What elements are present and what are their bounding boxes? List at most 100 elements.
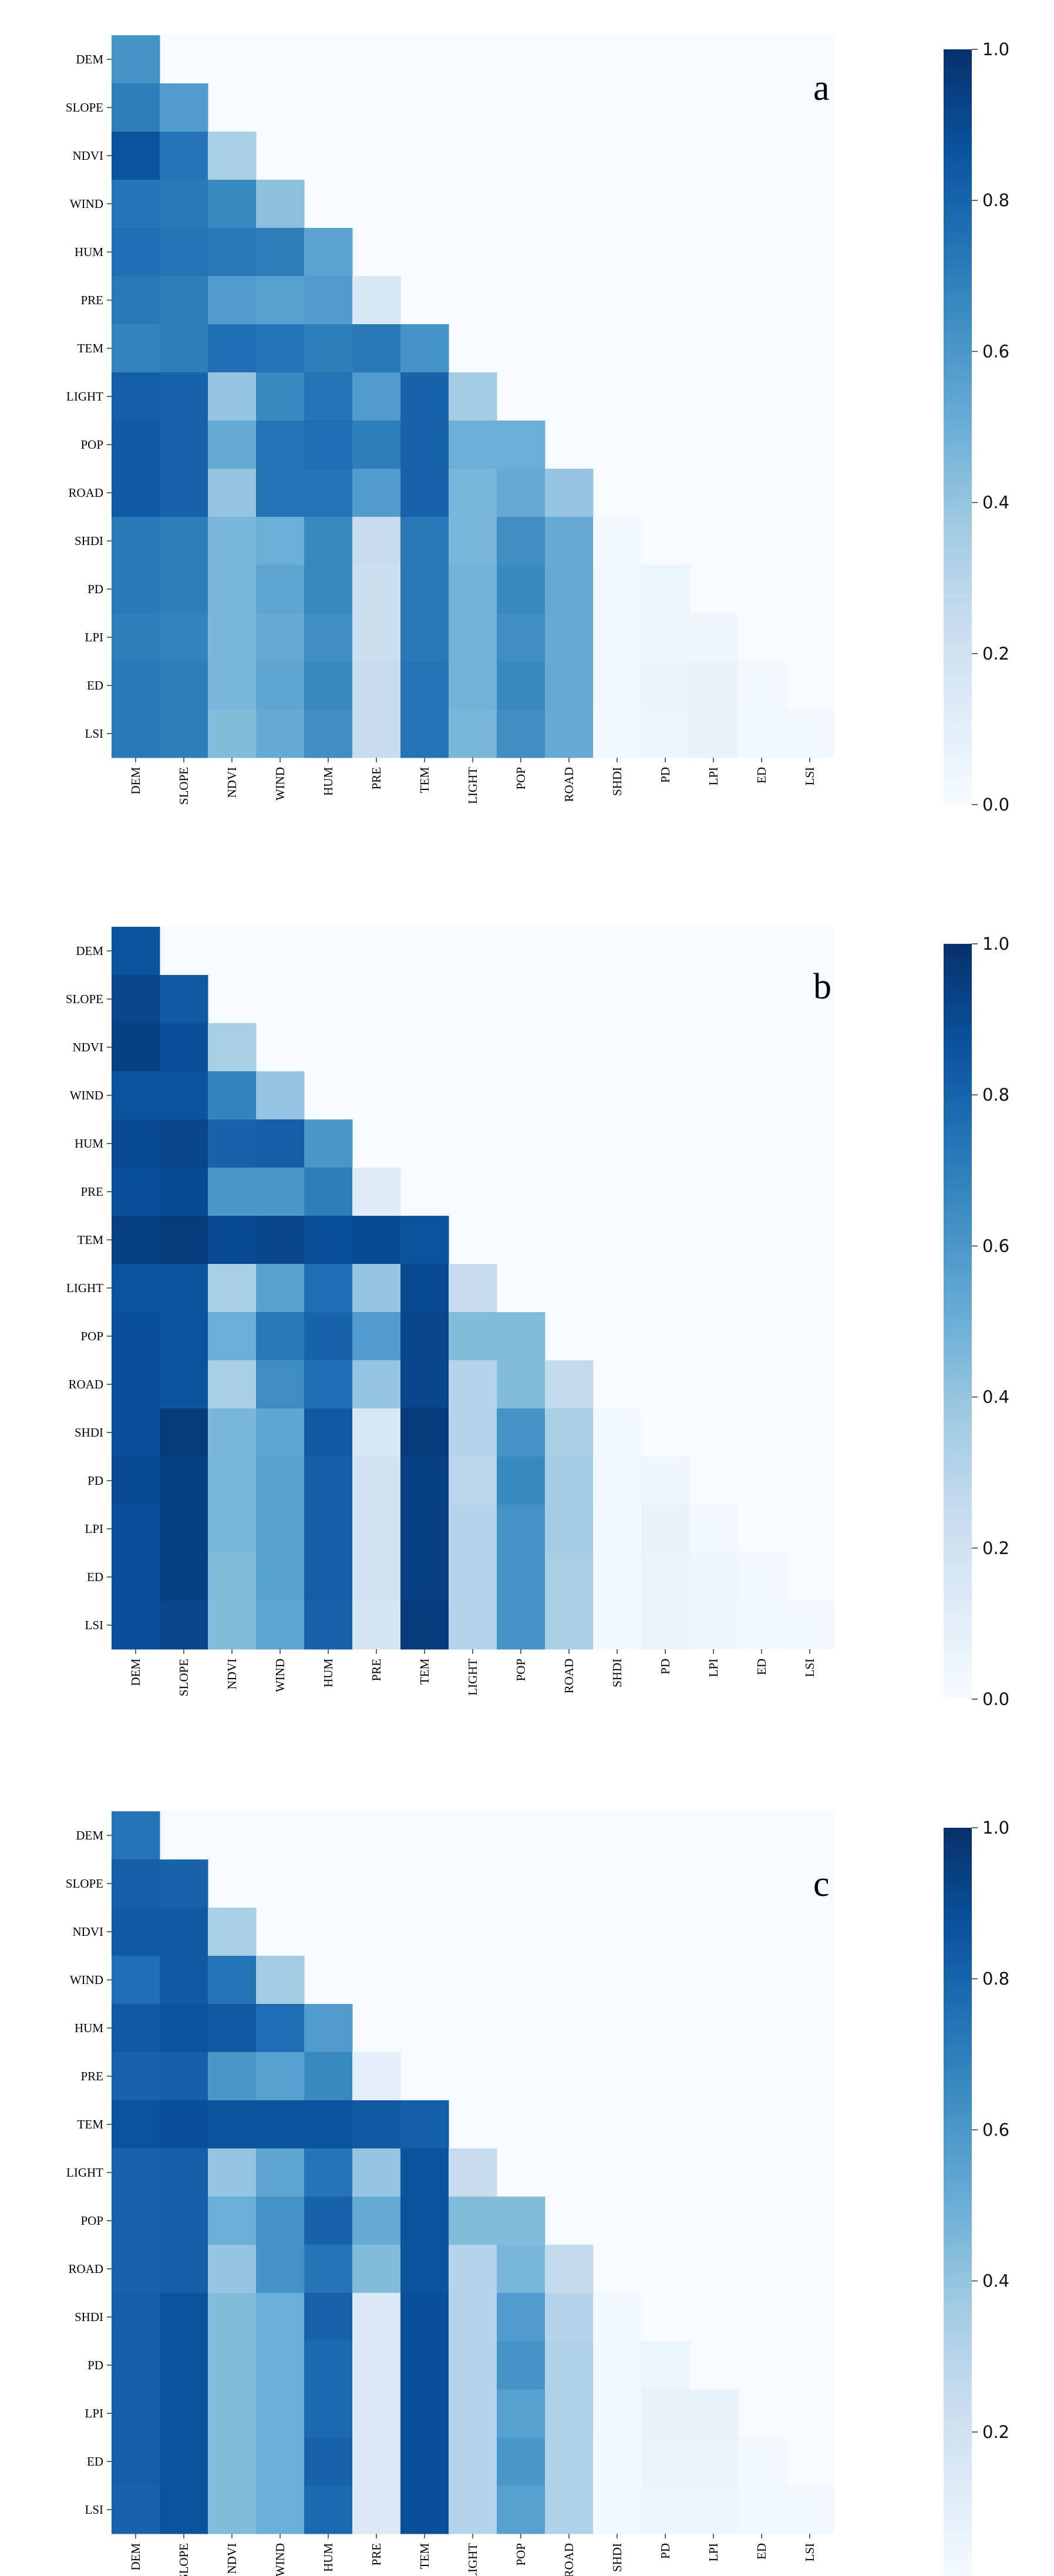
heatmap-cell bbox=[593, 1553, 642, 1602]
heatmap-cell bbox=[304, 1360, 353, 1409]
heatmap-cell bbox=[304, 1216, 353, 1265]
row-label: HUM bbox=[75, 2021, 103, 2035]
heatmap-cell bbox=[256, 613, 305, 662]
heatmap-cell bbox=[256, 1956, 305, 2005]
colorbar-tick-label: 0.2 bbox=[982, 2422, 1009, 2442]
heatmap-cell bbox=[497, 421, 545, 469]
heatmap-cell bbox=[256, 661, 305, 710]
heatmap-cell bbox=[304, 661, 353, 710]
heatmap-cell bbox=[112, 469, 160, 517]
heatmap-cell bbox=[304, 372, 353, 421]
row-label: LSI bbox=[85, 1618, 104, 1632]
column-label: HUM bbox=[321, 1659, 335, 1687]
panel-letter: c bbox=[813, 1864, 830, 1904]
colorbar-tick-label: 0.8 bbox=[982, 1969, 1009, 1989]
heatmap-cell bbox=[352, 1408, 401, 1457]
heatmap-cell bbox=[304, 421, 353, 469]
heatmap-cell bbox=[449, 2293, 497, 2342]
heatmap-cell bbox=[497, 2197, 545, 2245]
heatmap-cell bbox=[400, 709, 449, 758]
heatmap-cell bbox=[593, 1601, 642, 1650]
heatmap-cell bbox=[208, 276, 257, 325]
heatmap-cell bbox=[256, 276, 305, 325]
heatmap-cell bbox=[304, 2100, 353, 2149]
heatmap-cell bbox=[545, 2245, 594, 2293]
heatmap-cell bbox=[352, 2052, 401, 2101]
row-label: NDVI bbox=[73, 1040, 104, 1054]
colorbar-tick-label: 0.8 bbox=[982, 190, 1009, 210]
heatmap-cell bbox=[160, 132, 208, 180]
heatmap-cell bbox=[593, 2341, 642, 2390]
heatmap-cell bbox=[738, 2486, 786, 2534]
row-label: ROAD bbox=[68, 486, 103, 500]
heatmap-cell bbox=[352, 1312, 401, 1361]
heatmap-cell bbox=[256, 180, 305, 228]
heatmap-cell bbox=[112, 2437, 160, 2486]
heatmap-cell bbox=[497, 661, 545, 710]
heatmap-cell bbox=[256, 1216, 305, 1265]
heatmap-cell bbox=[112, 517, 160, 566]
heatmap-cell bbox=[545, 661, 594, 710]
heatmap-cell bbox=[449, 1601, 497, 1650]
heatmap-cell bbox=[352, 517, 401, 566]
heatmap-cell bbox=[208, 517, 257, 566]
column-label: PD bbox=[658, 1659, 672, 1674]
heatmap-cell bbox=[112, 2293, 160, 2342]
heatmap-cell bbox=[112, 565, 160, 614]
heatmap-cell bbox=[449, 1408, 497, 1457]
row-label: PRE bbox=[80, 293, 103, 307]
heatmap-panel-c: DEM SLOPE NDVI WIND HUM PRE TEM LIGHT POP ROAD SHD… bbox=[66, 1811, 1009, 2576]
column-label: NDVI bbox=[225, 1659, 239, 1690]
heatmap-cell bbox=[208, 1553, 257, 1602]
heatmap-cell bbox=[112, 1408, 160, 1457]
heatmap-cell bbox=[449, 1505, 497, 1553]
heatmap-cell bbox=[208, 1168, 257, 1216]
heatmap-cell bbox=[352, 2148, 401, 2197]
heatmap-cell bbox=[160, 2486, 208, 2534]
heatmap-cell bbox=[256, 517, 305, 566]
row-label: LIGHT bbox=[66, 389, 103, 403]
heatmap-cell bbox=[112, 613, 160, 662]
heatmap-cell bbox=[449, 2486, 497, 2534]
heatmap-cell bbox=[352, 1601, 401, 1650]
heatmap-cell bbox=[208, 1264, 257, 1313]
heatmap-cell bbox=[352, 2389, 401, 2438]
heatmap-cell bbox=[449, 2437, 497, 2486]
column-label: LIGHT bbox=[466, 2543, 480, 2576]
row-label: ED bbox=[87, 678, 103, 692]
heatmap-cell bbox=[160, 1956, 208, 2005]
heatmap-cell bbox=[160, 1312, 208, 1361]
heatmap-cell bbox=[160, 1505, 208, 1553]
heatmap-cell bbox=[160, 1457, 208, 1505]
heatmap-cell bbox=[641, 1457, 690, 1505]
heatmap-cell bbox=[208, 1601, 257, 1650]
heatmap-cell bbox=[689, 709, 738, 758]
heatmap-cell bbox=[112, 228, 160, 277]
heatmap-cell bbox=[304, 1553, 353, 1602]
heatmap-cell bbox=[641, 2437, 690, 2486]
heatmap-cell bbox=[256, 1360, 305, 1409]
heatmap-cell bbox=[449, 2148, 497, 2197]
heatmap-cell bbox=[738, 661, 786, 710]
heatmap-cell bbox=[160, 1601, 208, 1650]
column-label: DEM bbox=[129, 2543, 143, 2571]
heatmap-cell bbox=[256, 421, 305, 469]
heatmap-cell bbox=[641, 661, 690, 710]
heatmap-cell bbox=[400, 1601, 449, 1650]
heatmap-cell bbox=[208, 2389, 257, 2438]
heatmap-cell bbox=[112, 2052, 160, 2101]
heatmap-cell bbox=[497, 1360, 545, 1409]
heatmap-cell bbox=[593, 1408, 642, 1457]
colorbar-tick-label: 0.6 bbox=[982, 2120, 1009, 2140]
heatmap-cell bbox=[256, 1505, 305, 1553]
heatmap-cell bbox=[208, 2245, 257, 2293]
heatmap-cell bbox=[400, 2437, 449, 2486]
heatmap-cell bbox=[689, 1505, 738, 1553]
heatmap-cell bbox=[400, 2341, 449, 2390]
heatmap-cell bbox=[593, 661, 642, 710]
column-label: DEM bbox=[129, 767, 143, 795]
heatmap-cell bbox=[545, 1457, 594, 1505]
column-label: TEM bbox=[417, 1659, 432, 1685]
heatmap-cell bbox=[400, 2245, 449, 2293]
heatmap-cell bbox=[304, 2293, 353, 2342]
